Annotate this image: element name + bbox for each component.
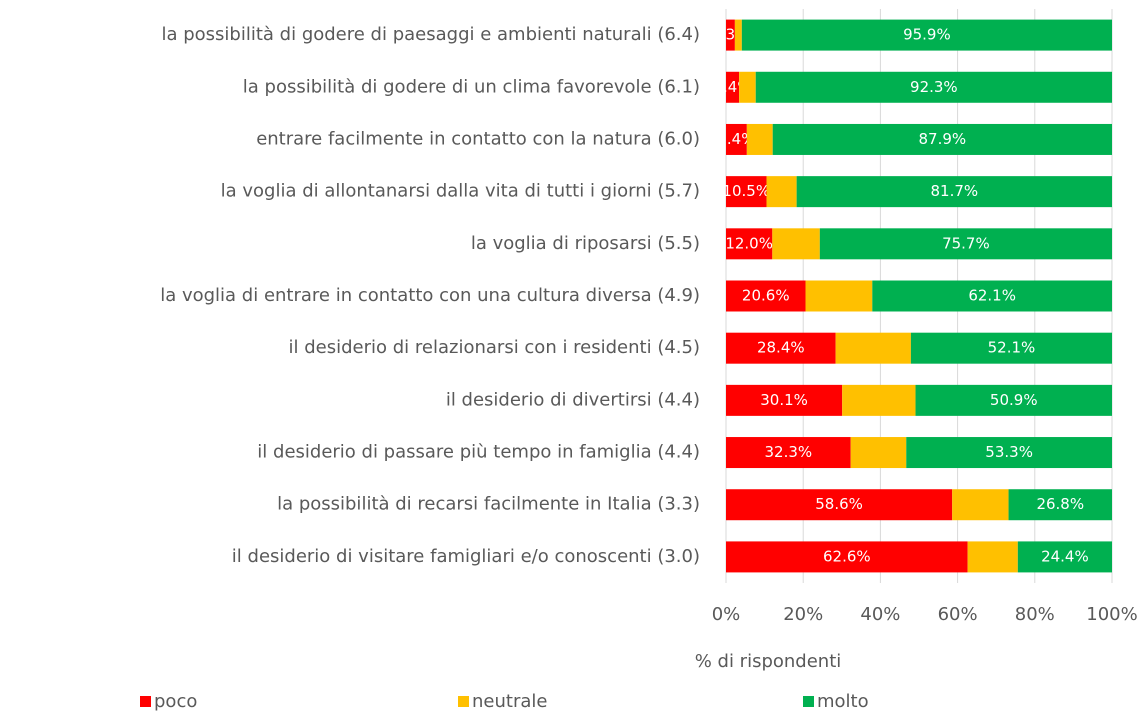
- category-label: la voglia di allontanarsi dalla vita di …: [221, 181, 700, 202]
- bar-segment: [739, 71, 756, 103]
- bar-segment: [967, 541, 1018, 573]
- x-tick-label: 40%: [860, 604, 900, 625]
- data-label: 10.5%: [722, 182, 770, 200]
- bar-segment: [1017, 541, 1112, 573]
- bar-segment: [726, 19, 735, 51]
- data-label: 92.3%: [910, 78, 958, 96]
- bar-segment: [1008, 489, 1112, 521]
- data-label: 62.1%: [968, 287, 1016, 305]
- bar-segment: [746, 123, 773, 155]
- bar-segment: [842, 384, 916, 416]
- category-label: la voglia di entrare in contatto con una…: [160, 285, 700, 306]
- bar-segment: [726, 332, 836, 364]
- category-label: la possibilità di godere di un clima fav…: [243, 76, 700, 97]
- bar-segment: [726, 489, 953, 521]
- category-label: il desiderio di passare più tempo in fam…: [257, 442, 700, 463]
- bar-segment: [772, 123, 1112, 155]
- bar-segment: [952, 489, 1009, 521]
- bar-segment: [835, 332, 911, 364]
- bar-segment: [726, 541, 968, 573]
- bar-segment: [772, 228, 820, 260]
- data-label: 81.7%: [930, 182, 978, 200]
- data-label: 58.6%: [815, 495, 863, 513]
- data-label: 75.7%: [942, 234, 990, 252]
- bar-segment: [726, 176, 767, 208]
- legend-swatch: [803, 696, 814, 707]
- legend-label: molto: [817, 691, 869, 712]
- bar-segment: [726, 384, 843, 416]
- category-label: il desiderio di divertirsi (4.4): [446, 389, 700, 410]
- x-tick-label: 100%: [1086, 604, 1137, 625]
- bar-segment: [741, 19, 1112, 51]
- data-label: 12.0%: [725, 234, 773, 252]
- legend-label: neutrale: [472, 691, 547, 712]
- category-label: la voglia di riposarsi (5.5): [471, 233, 700, 254]
- x-tick-label: 0%: [712, 604, 741, 625]
- bar-segment: [726, 228, 773, 260]
- data-label: 32.3%: [765, 443, 813, 461]
- category-label: entrare facilmente in contatto con la na…: [256, 128, 700, 149]
- x-tick-label: 20%: [783, 604, 823, 625]
- data-label: 30.1%: [760, 391, 808, 409]
- bar-segment: [910, 332, 1112, 364]
- bar-segment: [872, 280, 1112, 312]
- bar-segment: [850, 437, 907, 469]
- data-label: 5.4%: [717, 130, 755, 148]
- bar-segment: [734, 19, 742, 51]
- data-label: 50.9%: [990, 391, 1038, 409]
- bar-segment: [805, 280, 873, 312]
- category-label: il desiderio di relazionarsi con i resid…: [289, 337, 700, 358]
- category-label: la possibilità di godere di paesaggi e a…: [161, 24, 700, 45]
- bar-segment: [766, 176, 797, 208]
- data-label: 95.9%: [903, 26, 951, 44]
- legend-label: poco: [154, 691, 197, 712]
- x-axis-label: % di rispondenti: [695, 651, 842, 672]
- bar-segment: [726, 437, 851, 469]
- data-label: 87.9%: [919, 130, 967, 148]
- legend-swatch: [458, 696, 469, 707]
- bar-segment: [726, 71, 740, 103]
- legend-swatch: [140, 696, 151, 707]
- x-tick-label: 60%: [938, 604, 978, 625]
- category-label: la possibilità di recarsi facilmente in …: [277, 494, 700, 515]
- data-label: 62.6%: [823, 547, 871, 565]
- bar-segment: [726, 123, 747, 155]
- bar-segment: [819, 228, 1112, 260]
- bar-segment: [755, 71, 1112, 103]
- category-label: il desiderio di visitare famigliari e/o …: [232, 546, 700, 567]
- bar-segment: [906, 437, 1112, 469]
- data-label: 28.4%: [757, 339, 805, 357]
- bar-segment: [726, 280, 806, 312]
- data-label: 20.6%: [742, 287, 790, 305]
- bar-segment: [915, 384, 1112, 416]
- data-label: 53.3%: [985, 443, 1033, 461]
- data-label: 24.4%: [1041, 547, 1089, 565]
- x-tick-label: 80%: [1015, 604, 1055, 625]
- bar-segment: [796, 176, 1112, 208]
- data-label: 52.1%: [988, 339, 1036, 357]
- data-label: 26.8%: [1036, 495, 1084, 513]
